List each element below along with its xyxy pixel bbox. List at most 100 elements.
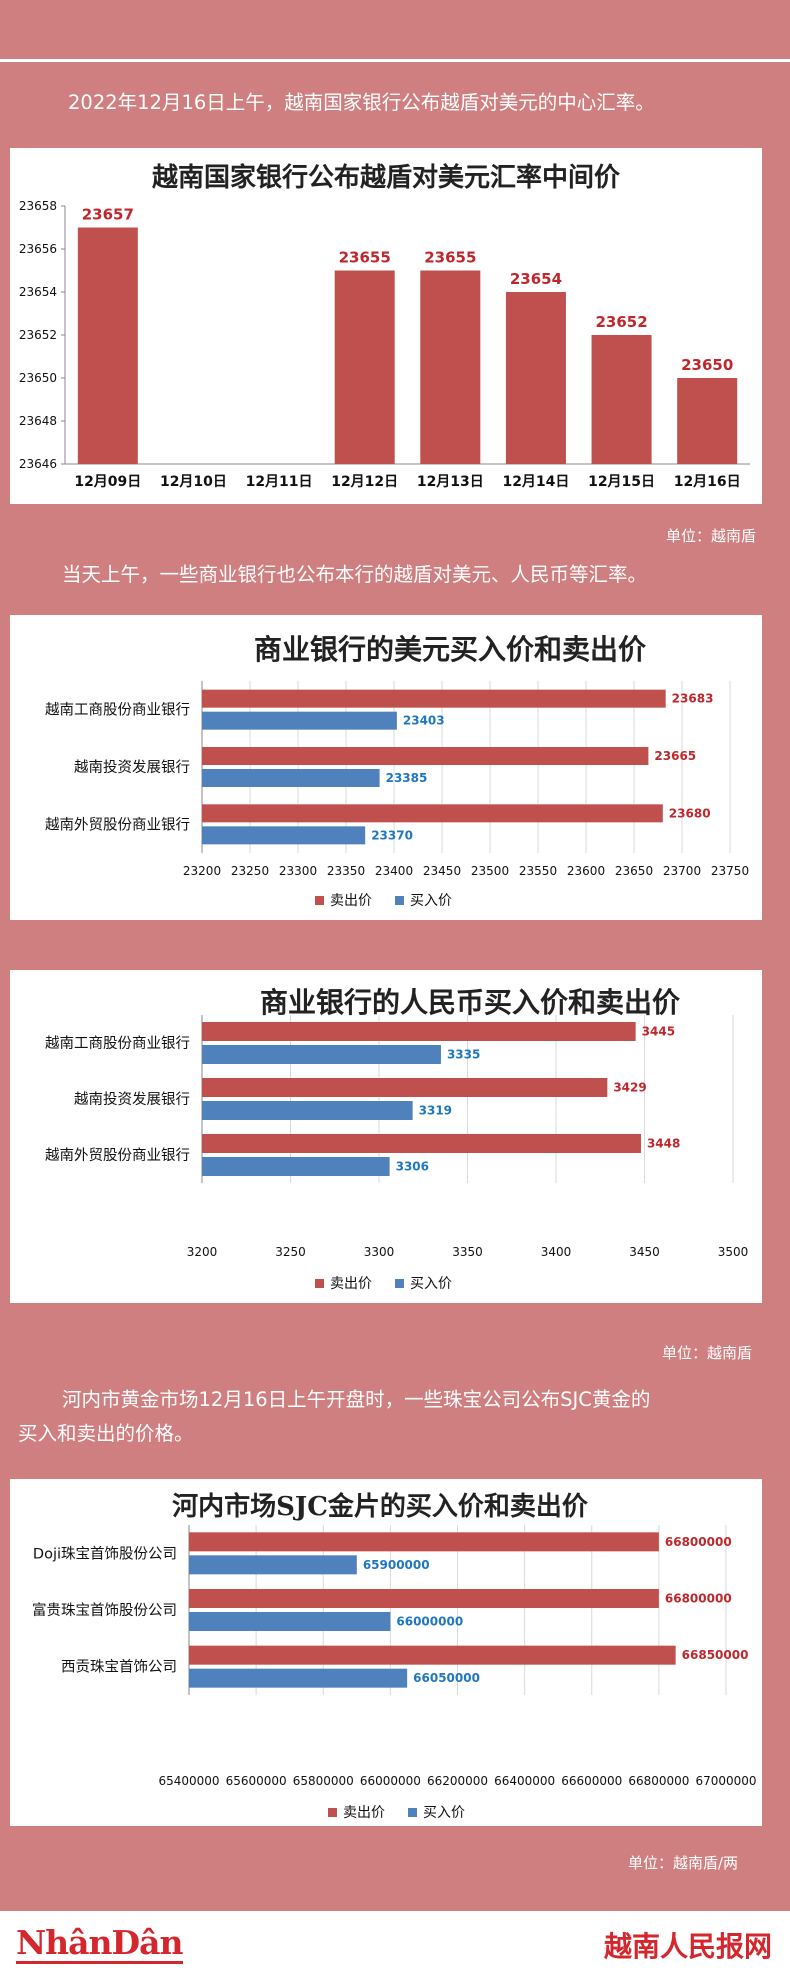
legend-label-buy: 买入价 [410,893,452,909]
sell-data-label: 23683 [672,692,714,706]
y-tick-label: 23656 [19,242,57,256]
legend-label-sell: 卖出价 [343,1805,385,1821]
data-label: 23652 [595,313,647,331]
legend-swatch-sell [315,1279,324,1288]
gold-paragraph-line2: 买入和卖出的价格。 [18,1422,194,1445]
category-label: 越南工商股份商业银行 [45,1035,190,1052]
data-label: 23655 [424,249,476,267]
legend-label-sell: 卖出价 [330,893,372,909]
chart-cny-rates-svg: 商业银行的人民币买入价和卖出价 3200 3250 3300 3350 3400 3450 3… [45,986,748,1292]
sell-data-label: 3445 [642,1025,675,1039]
y-tick-label: 23654 [19,285,57,299]
chart-title: 越南国家银行公布越盾对美元汇率中间价 [152,162,621,193]
sell-bar [202,1078,608,1097]
legend-label-sell: 卖出价 [330,1276,372,1292]
buy-bar [189,1668,408,1688]
x-tick-label: 65400000 [158,1774,219,1788]
buy-data-label: 23385 [386,771,428,785]
x-tick-label: 66200000 [427,1774,488,1788]
buy-data-label: 66050000 [413,1671,480,1685]
x-tick-label: 3300 [364,1245,395,1259]
chart-usd-rates: 商业银行的美元买入价和卖出价 23200 23250 23300 23350 23400 2… [10,615,762,920]
logo-underline [16,1961,183,1964]
x-tick-label: 23500 [471,864,509,878]
buy-data-label: 3335 [447,1048,480,1062]
sell-bar [189,1589,659,1608]
y-tick-label: 23648 [19,414,57,428]
sell-data-label: 66800000 [665,1535,732,1549]
x-tick-label: 3200 [187,1245,218,1259]
category-label: 越南外贸股份商业银行 [45,816,190,833]
y-tick-label: 23650 [19,371,57,385]
x-tick-label: 65800000 [293,1774,354,1788]
buy-data-label: 23370 [371,828,413,842]
intro-paragraph: 2022年12月16日上午，越南国家银行公布越盾对美元的中心汇率。 [68,91,655,114]
buy-bar [202,826,366,845]
bar [505,292,566,464]
chart-central-rate-svg: 越南国家银行公布越盾对美元汇率中间价 23646 23648 23650 23652 23… [19,162,750,490]
sell-data-label: 23665 [654,749,696,763]
x-tick-label: 3350 [452,1245,483,1259]
buy-bar [202,1157,390,1176]
x-tick-label: 3400 [541,1245,572,1259]
sell-bar [202,747,649,765]
x-tick-label: 66600000 [561,1774,622,1788]
x-tick-label: 65600000 [226,1774,287,1788]
commercial-paragraph: 当天上午，一些商业银行也公布本行的越盾对美元、人民币等汇率。 [62,563,648,586]
site-name[interactable]: 越南人民报网 [603,1930,772,1963]
x-category-label: 12月10日 [160,474,227,490]
buy-data-label: 3319 [419,1104,452,1118]
unit-label-1: 单位：越南盾 [666,527,757,545]
legend-swatch-buy [395,1279,404,1288]
sell-data-label: 23680 [669,806,711,820]
category-label: 越南投资发展银行 [74,759,190,776]
unit-label-2: 单位：越南盾 [662,1344,753,1362]
sell-data-label: 66800000 [665,1592,732,1606]
legend-label-buy: 买入价 [423,1805,465,1821]
buy-bar [202,1101,413,1120]
x-tick-label: 3250 [275,1245,306,1259]
legend-swatch-sell [328,1808,337,1817]
x-category-label: 12月11日 [246,474,313,490]
buy-bar [202,711,397,730]
x-tick-label: 23250 [231,864,269,878]
x-tick-label: 67000000 [695,1774,756,1788]
x-tick-label: 23200 [183,864,221,878]
x-tick-label: 23400 [375,864,413,878]
x-tick-label: 23300 [279,864,317,878]
x-tick-label: 23350 [327,864,365,878]
buy-bar [189,1555,357,1575]
buy-data-label: 65900000 [363,1558,430,1572]
buy-bar [202,769,380,787]
sell-bar [202,1134,641,1153]
chart-gold-prices: 河内市场SJC金片的买入价和卖出价 65400000 65600000 6580000… [10,1479,762,1826]
sell-data-label: 66850000 [682,1648,749,1662]
data-label: 23655 [339,249,391,267]
data-label: 23657 [82,206,134,224]
buy-data-label: 66000000 [396,1615,463,1629]
gold-paragraph-line1: 河内市黄金市场12月16日上午开盘时，一些珠宝公司公布SJC黄金的 [62,1388,651,1411]
buy-data-label: 3306 [396,1160,429,1174]
x-category-label: 12月13日 [417,474,484,490]
sell-bar [202,689,666,708]
bar [677,378,738,464]
chart-title: 河内市场SJC金片的买入价和卖出价 [172,1491,589,1522]
buy-data-label: 23403 [403,714,445,728]
x-category-label: 12月14日 [502,474,569,490]
x-category-label: 12月09日 [74,474,141,490]
x-tick-label: 23650 [615,864,653,878]
y-tick-label: 23646 [19,457,57,471]
x-tick-label: 23600 [567,864,605,878]
x-tick-label: 23750 [711,864,749,878]
top-divider [0,59,790,62]
x-category-label: 12月15日 [588,474,655,490]
x-tick-label: 66000000 [360,1774,421,1788]
y-tick-label: 23652 [19,328,57,342]
chart-title: 商业银行的人民币买入价和卖出价 [260,986,681,1019]
x-category-label: 12月12日 [331,474,398,490]
chart-gold-prices-svg: 河内市场SJC金片的买入价和卖出价 65400000 65600000 6580000… [32,1491,757,1821]
nhandan-logo[interactable]: NhânDân [16,1923,184,1964]
sell-data-label: 3429 [613,1081,646,1095]
legend-label-buy: 买入价 [410,1276,452,1292]
bar [420,270,481,464]
